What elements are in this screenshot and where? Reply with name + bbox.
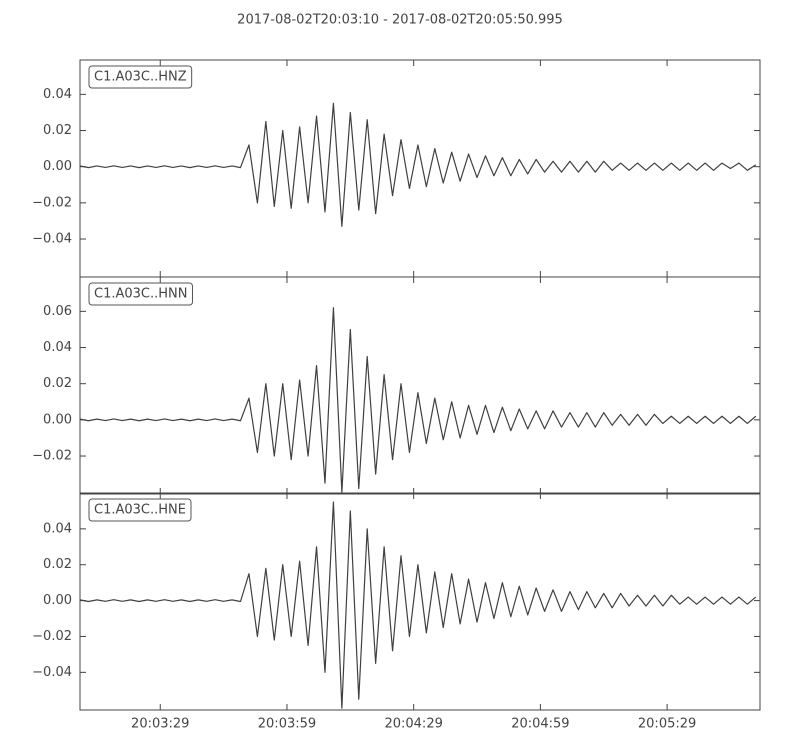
y-tick-label: 0.04: [43, 521, 72, 536]
trace-label: C1.A03C..HNE: [94, 503, 186, 518]
waveform: [79, 501, 757, 709]
x-tick-label: 20:04:59: [511, 717, 569, 732]
y-tick-label: 0.02: [43, 376, 72, 391]
waveform: [79, 102, 757, 227]
y-tick-label: −0.04: [32, 232, 72, 247]
trace-label: C1.A03C..HNN: [94, 287, 187, 302]
x-tick-label: 20:04:29: [384, 717, 442, 732]
y-tick-label: −0.02: [32, 629, 72, 644]
y-tick-label: −0.02: [32, 195, 72, 210]
y-tick-label: 0.00: [43, 593, 72, 608]
plot-frame: [79, 276, 761, 495]
y-tick-label: 0.02: [43, 557, 72, 572]
trace-label: C1.A03C..HNZ: [94, 70, 187, 85]
y-tick-label: 0.00: [43, 412, 72, 427]
x-tick-label: 20:03:29: [131, 717, 189, 732]
y-tick-label: 0.02: [43, 123, 72, 138]
x-tick-label: 20:05:29: [638, 717, 696, 732]
waveform: [79, 307, 757, 493]
y-tick-label: −0.02: [32, 449, 72, 464]
y-tick-label: 0.04: [43, 87, 72, 102]
trace-label-box: [88, 282, 193, 306]
chart-title: 2017-08-02T20:03:10 - 2017-08-02T20:05:5…: [237, 13, 563, 28]
y-tick-label: 0.06: [43, 304, 72, 319]
trace-label-box: [88, 65, 193, 89]
y-tick-label: 0.04: [43, 340, 72, 355]
y-tick-label: −0.04: [32, 665, 72, 680]
trace-label-box: [88, 498, 192, 522]
plot-frame: [79, 492, 761, 711]
y-tick-label: 0.00: [43, 159, 72, 174]
x-tick-label: 20:03:59: [258, 717, 316, 732]
plot-frame: [79, 59, 761, 278]
